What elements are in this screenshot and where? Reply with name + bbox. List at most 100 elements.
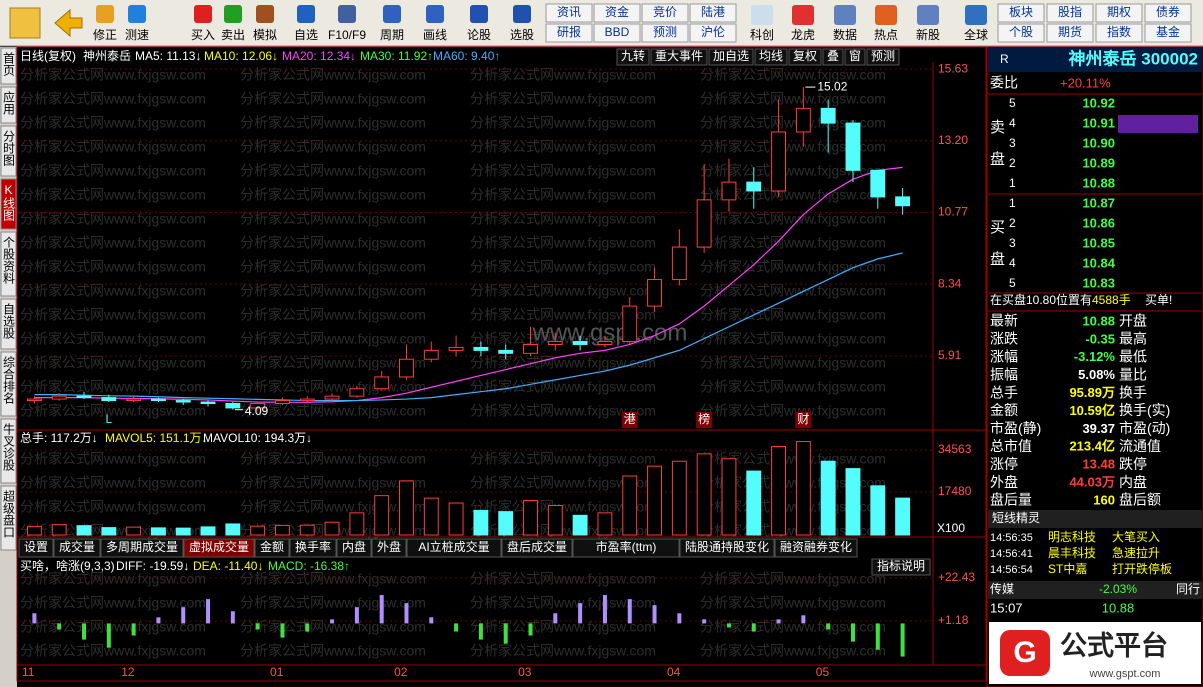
side-tab-label[interactable]: 超级盘口: [2, 489, 16, 538]
button-icon[interactable]: [96, 5, 114, 23]
side-tab[interactable]: [0, 231, 17, 297]
side-tab[interactable]: [0, 47, 17, 85]
grid-button[interactable]: [689, 23, 737, 43]
grid-button[interactable]: [593, 23, 641, 43]
button-icon[interactable]: [297, 5, 315, 23]
tab[interactable]: [679, 538, 775, 558]
home-icon[interactable]: [9, 7, 41, 39]
chart-button-label[interactable]: 九转: [621, 48, 645, 63]
toolbar-button[interactable]: 测速: [125, 28, 149, 42]
toolbar-button[interactable]: 修正: [93, 27, 117, 42]
toolbar-button[interactable]: 模拟: [253, 28, 277, 42]
tab[interactable]: [53, 538, 101, 558]
side-tab-label[interactable]: 个股资料: [2, 236, 16, 284]
tab-label[interactable]: 内盘: [342, 539, 366, 554]
grid-button[interactable]: [1046, 23, 1094, 43]
chart-button[interactable]: [822, 48, 844, 66]
side-tab[interactable]: [0, 485, 17, 551]
grid-button[interactable]: [593, 3, 641, 23]
grid-button[interactable]: [1095, 3, 1143, 23]
grid-button[interactable]: [689, 3, 737, 23]
tab[interactable]: [100, 538, 184, 558]
toolbar-button[interactable]: 自选: [294, 28, 318, 42]
tab[interactable]: [774, 538, 858, 558]
grid-button-label[interactable]: 个股: [1009, 25, 1033, 39]
button-icon[interactable]: [383, 5, 401, 23]
app-icon[interactable]: [965, 5, 987, 25]
app-label[interactable]: 龙虎: [791, 28, 815, 42]
tab-label[interactable]: 金额: [260, 539, 284, 554]
grid-button[interactable]: [545, 23, 593, 43]
toolbar-button[interactable]: 选股: [510, 28, 534, 42]
side-tab-label[interactable]: 首页: [2, 52, 16, 77]
grid-button-label[interactable]: 指数: [1107, 24, 1131, 39]
chart-button[interactable]: [788, 48, 822, 66]
tab-label[interactable]: AI立桩成交量: [418, 539, 489, 554]
grid-button-label[interactable]: 预测: [653, 25, 677, 39]
tab[interactable]: [371, 538, 407, 558]
grid-button-label[interactable]: BBD: [605, 25, 630, 39]
grid-button[interactable]: [1046, 3, 1094, 23]
side-tab[interactable]: [0, 178, 17, 230]
side-tab-label[interactable]: K线图: [2, 183, 16, 221]
app-label[interactable]: 新股: [916, 27, 940, 42]
tab-label[interactable]: 多周期成交量: [106, 539, 178, 554]
chart-button-label[interactable]: 叠: [827, 49, 839, 63]
button-icon[interactable]: [128, 5, 146, 23]
toolbar-button[interactable]: 卖出: [221, 28, 245, 42]
grid-button[interactable]: [997, 3, 1045, 23]
grid-button-label[interactable]: 竞价: [653, 5, 677, 19]
side-tab[interactable]: [0, 86, 17, 124]
chart-button[interactable]: [866, 48, 900, 66]
chart-button-label[interactable]: 复权: [793, 49, 817, 63]
tab-label[interactable]: 融资融券变化: [780, 539, 852, 554]
back-icon[interactable]: [54, 8, 83, 38]
chart-button-label[interactable]: 窗: [849, 49, 861, 63]
grid-button-label[interactable]: 期权: [1107, 5, 1131, 19]
chart-button-label[interactable]: 加自选: [713, 49, 749, 63]
indicator-button[interactable]: [871, 558, 931, 576]
app-label[interactable]: 数据: [833, 27, 857, 42]
button-icon[interactable]: [194, 5, 212, 23]
tab[interactable]: [572, 538, 680, 558]
toolbar-button[interactable]: 周期: [380, 28, 404, 42]
app-icon[interactable]: [917, 5, 939, 25]
tab-label[interactable]: 外盘: [377, 539, 401, 554]
chart-button[interactable]: [754, 48, 788, 66]
grid-button-label[interactable]: 研报: [557, 24, 581, 39]
grid-button[interactable]: [641, 3, 689, 23]
chart-button[interactable]: [616, 48, 650, 66]
grid-button-label[interactable]: 陆港: [701, 4, 725, 19]
grid-button-label[interactable]: 资金: [605, 4, 629, 19]
tab[interactable]: [289, 538, 337, 558]
tab-label[interactable]: 市盈率(ttm): [596, 539, 657, 554]
grid-button[interactable]: [1095, 23, 1143, 43]
grid-button[interactable]: [641, 23, 689, 43]
grid-button-label[interactable]: 期货: [1058, 24, 1082, 39]
indicator-button-label[interactable]: 指标说明: [877, 558, 925, 573]
tab[interactable]: [336, 538, 372, 558]
tab-label[interactable]: 虚拟成交量: [189, 539, 249, 554]
grid-button-label[interactable]: 基金: [1156, 24, 1180, 39]
tab-label[interactable]: 设置: [24, 540, 48, 554]
chart-button-label[interactable]: 预测: [871, 49, 895, 63]
chart-button-label[interactable]: 均线: [759, 49, 783, 63]
app-label[interactable]: 科创: [750, 28, 774, 42]
tab-label[interactable]: 成交量: [59, 539, 95, 554]
button-icon[interactable]: [470, 5, 488, 23]
app-icon[interactable]: [875, 5, 897, 25]
button-icon[interactable]: [256, 5, 274, 23]
app-icon[interactable]: [834, 5, 856, 25]
chart-button[interactable]: [844, 48, 866, 66]
side-tab-label[interactable]: 牛叉诊股: [2, 422, 16, 472]
grid-button-label[interactable]: 股指: [1058, 4, 1082, 19]
toolbar-button[interactable]: 画线: [423, 28, 447, 42]
side-tab[interactable]: [0, 351, 17, 417]
app-label[interactable]: 热点: [874, 28, 898, 42]
toolbar-button[interactable]: F10/F9: [328, 28, 366, 42]
app-label[interactable]: 全球: [964, 27, 988, 42]
chart-button[interactable]: [650, 48, 708, 66]
toolbar-button[interactable]: 论股: [467, 28, 491, 42]
tab[interactable]: [501, 538, 573, 558]
side-tab-label[interactable]: 自选股: [2, 303, 16, 340]
